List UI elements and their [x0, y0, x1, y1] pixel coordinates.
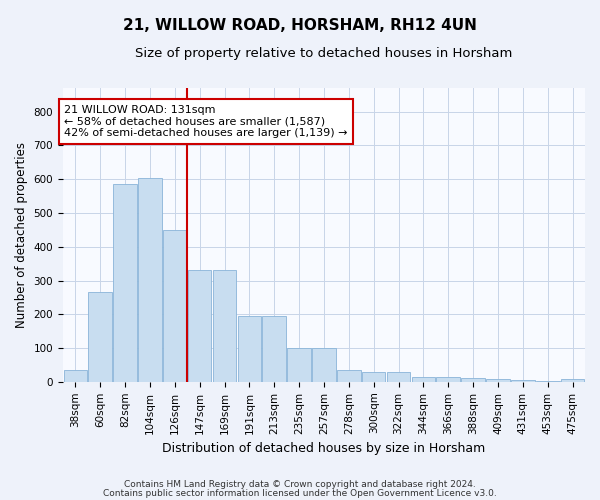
Title: Size of property relative to detached houses in Horsham: Size of property relative to detached ho…: [135, 48, 512, 60]
Text: Contains HM Land Registry data © Crown copyright and database right 2024.: Contains HM Land Registry data © Crown c…: [124, 480, 476, 489]
Bar: [511, 380, 535, 382]
Bar: [212, 270, 236, 382]
Bar: [64, 370, 87, 382]
Bar: [486, 379, 510, 382]
Bar: [461, 378, 485, 382]
X-axis label: Distribution of detached houses by size in Horsham: Distribution of detached houses by size …: [163, 442, 485, 455]
Bar: [163, 230, 187, 382]
Bar: [138, 178, 162, 382]
Bar: [536, 381, 560, 382]
Bar: [88, 292, 112, 382]
Text: 21, WILLOW ROAD, HORSHAM, RH12 4UN: 21, WILLOW ROAD, HORSHAM, RH12 4UN: [123, 18, 477, 32]
Bar: [337, 370, 361, 382]
Bar: [113, 184, 137, 382]
Bar: [387, 372, 410, 382]
Bar: [436, 377, 460, 382]
Bar: [238, 316, 261, 382]
Bar: [561, 380, 584, 382]
Bar: [188, 270, 211, 382]
Bar: [362, 372, 385, 382]
Bar: [312, 348, 336, 382]
Y-axis label: Number of detached properties: Number of detached properties: [15, 142, 28, 328]
Text: 21 WILLOW ROAD: 131sqm
← 58% of detached houses are smaller (1,587)
42% of semi-: 21 WILLOW ROAD: 131sqm ← 58% of detached…: [64, 105, 347, 138]
Text: Contains public sector information licensed under the Open Government Licence v3: Contains public sector information licen…: [103, 489, 497, 498]
Bar: [412, 377, 435, 382]
Bar: [287, 348, 311, 382]
Bar: [262, 316, 286, 382]
